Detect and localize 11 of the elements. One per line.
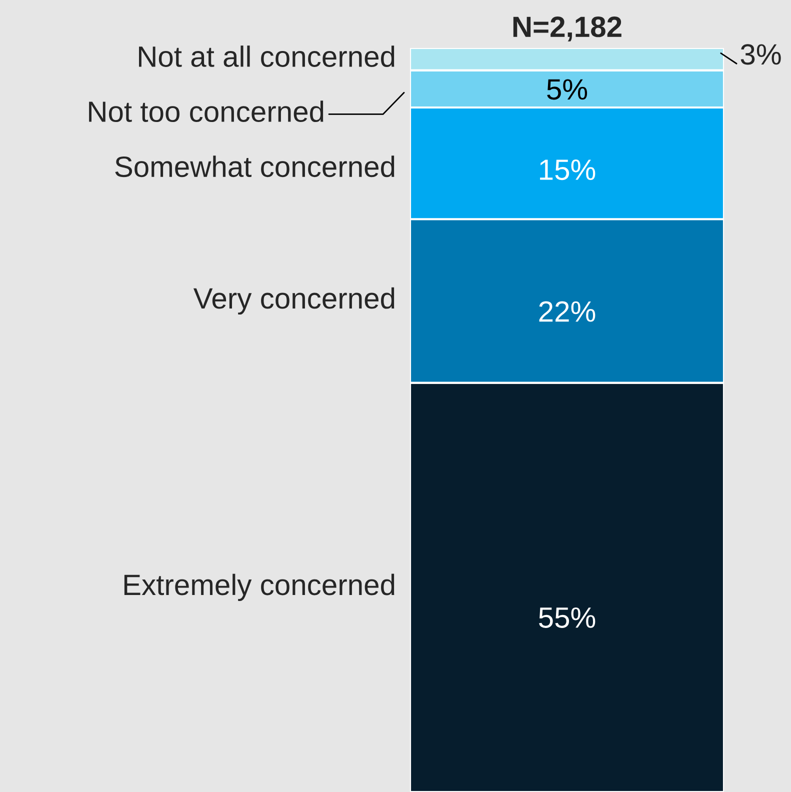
data-label: 5% xyxy=(547,79,588,100)
text: Not too concerned xyxy=(89,100,324,122)
data-label: 15% xyxy=(540,160,596,180)
series-label: Very concerned xyxy=(193,287,394,315)
data-label: 3% xyxy=(740,44,781,65)
data-label: 22% xyxy=(539,301,596,322)
series-label: Not at all concerned xyxy=(139,46,394,67)
data-label: 55% xyxy=(538,607,596,628)
series-label: Somewhat concerned xyxy=(115,156,394,178)
series-label: Extremely concerned xyxy=(124,574,394,601)
chart-title: N=2,182 xyxy=(513,16,622,42)
